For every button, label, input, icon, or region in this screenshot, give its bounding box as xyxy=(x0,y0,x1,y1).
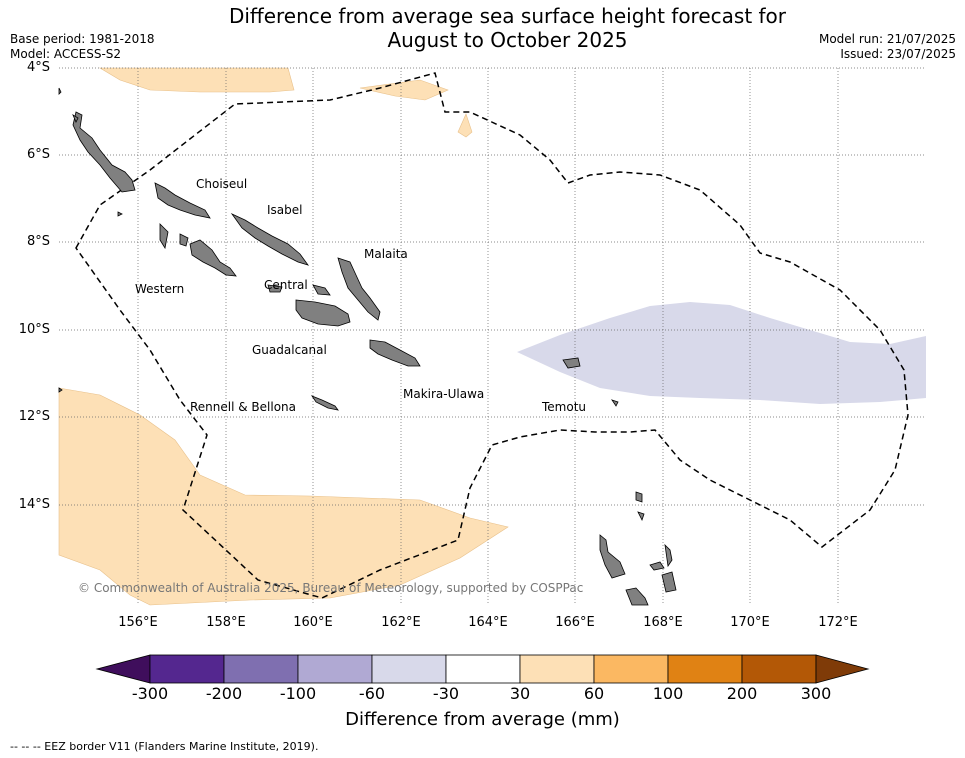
lon-label-172e: 172°E xyxy=(818,615,858,630)
lat-label-8s: 8°S xyxy=(26,234,50,249)
vanuatu-islands-e xyxy=(661,571,677,593)
land-islands xyxy=(58,87,677,606)
label-makira-ulawa: Makira-Ulawa xyxy=(403,387,485,401)
western-islands-d xyxy=(179,233,189,247)
small-island-c xyxy=(58,387,63,393)
lon-label-160e: 160°E xyxy=(293,615,333,630)
meta-left: Base period: 1981-2018 Model: ACCESS-S2 xyxy=(10,32,155,62)
gridlines xyxy=(59,67,926,605)
cb-tick-8: 200 xyxy=(726,684,758,703)
vanuatu-islands-c xyxy=(664,543,673,568)
cb-tick-2: -100 xyxy=(279,684,317,703)
choiseul-island xyxy=(72,111,136,193)
vanuatu-north xyxy=(599,534,626,579)
western-islands-b xyxy=(159,223,169,250)
copyright-note: © Commonwealth of Australia 2025, Bureau… xyxy=(78,581,584,595)
malaita-island xyxy=(337,257,381,321)
cb-tick-1: -200 xyxy=(205,684,243,703)
colorbar-bin-6 xyxy=(519,654,595,684)
lon-label-158e: 158°E xyxy=(206,615,246,630)
guadalcanal-island xyxy=(295,299,351,327)
lat-label-4s: 4°S xyxy=(26,60,50,75)
model-run: Model run: 21/07/2025 xyxy=(818,32,956,46)
issued-date: Issued: 23/07/2025 xyxy=(840,47,956,61)
colorbar-extend-high xyxy=(815,654,870,684)
lon-label-164e: 164°E xyxy=(468,615,508,630)
label-guadalcanal: Guadalcanal xyxy=(252,343,327,357)
cb-tick-4: -30 xyxy=(432,684,460,703)
eez-border xyxy=(75,72,909,599)
temotu-islands xyxy=(562,357,581,369)
title-line-2: August to October 2025 xyxy=(387,28,628,52)
positive-anomaly-south xyxy=(58,387,509,606)
cb-tick-0: -300 xyxy=(131,684,169,703)
western-islands-a xyxy=(154,182,211,219)
label-choiseul: Choiseul xyxy=(196,177,248,191)
label-rennell-bellona: Rennell & Bellona xyxy=(190,400,297,414)
label-malaita: Malaita xyxy=(364,247,408,261)
negative-anomaly-east xyxy=(517,302,926,404)
rennell-island xyxy=(310,395,339,411)
central-islands-b xyxy=(312,284,331,296)
label-western: Western xyxy=(135,282,185,296)
base-period: Base period: 1981-2018 xyxy=(10,32,155,46)
cb-tick-9: 300 xyxy=(800,684,832,703)
western-islands-c xyxy=(189,239,237,277)
cb-tick-6: 60 xyxy=(583,684,605,703)
label-central: Central xyxy=(264,278,308,292)
small-island-a xyxy=(72,114,79,123)
makira-island xyxy=(369,339,421,367)
lon-label-170e: 170°E xyxy=(730,615,770,630)
lon-label-162e: 162°E xyxy=(381,615,421,630)
meta-right: Model run: 21/07/2025 Issued: 23/07/2025 xyxy=(819,32,956,62)
isabel-island xyxy=(230,213,310,266)
model-name: Model: ACCESS-S2 xyxy=(10,47,122,61)
small-island-b xyxy=(117,211,123,217)
positive-anomaly-north xyxy=(98,67,295,93)
positive-anomaly-north-2 xyxy=(359,79,449,101)
lon-label-166e: 166°E xyxy=(555,615,595,630)
lat-label-10s: 10°S xyxy=(18,322,50,337)
vanuatu-islands-f xyxy=(635,491,643,503)
small-island-d xyxy=(58,87,62,95)
cb-tick-5: 30 xyxy=(509,684,531,703)
title-line-1: Difference from average sea surface heig… xyxy=(228,4,787,28)
colorbar-bin-3 xyxy=(297,654,373,684)
eez-note: -- -- -- EEZ border V11 (Flanders Marine… xyxy=(10,740,319,753)
lon-label-156e: 156°E xyxy=(118,615,158,630)
colorbar-bin-4 xyxy=(371,654,447,684)
colorbar-bin-7 xyxy=(593,654,669,684)
colorbar-bin-1 xyxy=(149,654,225,684)
vanuatu-islands-d xyxy=(625,587,649,606)
colorbar-extend-low xyxy=(95,654,151,684)
positive-anomaly-north-3 xyxy=(457,113,473,138)
colorbar-title: Difference from average (mm) xyxy=(345,709,620,730)
colorbar-bin-8 xyxy=(667,654,743,684)
vanuatu-islands-g xyxy=(637,511,645,522)
lat-label-6s: 6°S xyxy=(26,147,50,162)
map-title: Difference from average sea surface heig… xyxy=(160,4,855,52)
central-islands xyxy=(267,284,283,293)
colorbar-bin-2 xyxy=(223,654,299,684)
lat-label-12s: 12°S xyxy=(18,409,50,424)
colorbar xyxy=(95,654,870,684)
colorbar-bin-5 xyxy=(445,654,521,684)
lat-label-14s: 14°S xyxy=(18,497,50,512)
vanuatu-islands-b xyxy=(649,561,665,571)
lon-label-168e: 168°E xyxy=(643,615,683,630)
colorbar-bin-9 xyxy=(741,654,817,684)
temotu-islands-b xyxy=(611,399,619,407)
label-temotu: Temotu xyxy=(542,400,587,414)
cb-tick-3: -60 xyxy=(358,684,386,703)
label-isabel: Isabel xyxy=(267,203,303,217)
cb-tick-7: 100 xyxy=(652,684,684,703)
map-area xyxy=(58,67,926,606)
